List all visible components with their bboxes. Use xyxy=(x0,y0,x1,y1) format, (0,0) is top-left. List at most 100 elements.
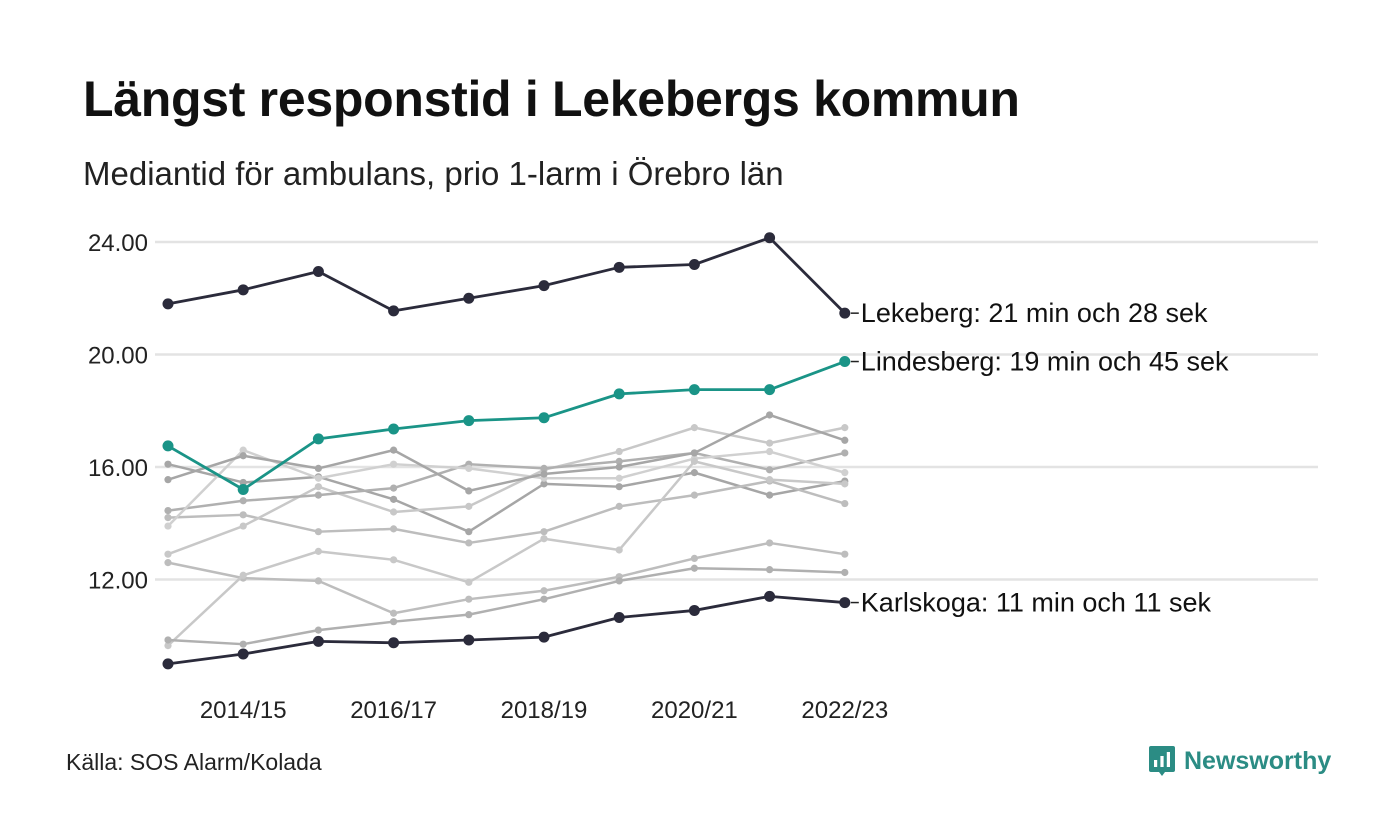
background-series-point xyxy=(390,508,398,516)
chart-title: Längst responstid i Lekebergs kommun xyxy=(83,71,1020,127)
background-series-point xyxy=(540,535,548,543)
series-lindesberg-point xyxy=(463,415,475,427)
series-lindesberg-point xyxy=(388,423,400,435)
series-karlskoga-point xyxy=(463,634,475,646)
background-series-point xyxy=(239,452,247,460)
background-series-point xyxy=(540,587,548,595)
background-series-point xyxy=(690,469,699,477)
background-series-point xyxy=(314,474,322,482)
x-tick-label: 2020/21 xyxy=(651,697,738,724)
x-tick-label: 2022/23 xyxy=(801,697,888,724)
series-karlskoga-point xyxy=(312,635,324,647)
background-series-point xyxy=(615,463,623,471)
background-series-point xyxy=(766,439,774,447)
series-lekeberg-point xyxy=(388,305,400,317)
series-lindesberg-line xyxy=(166,360,847,491)
background-series-point xyxy=(615,457,623,465)
background-series-point xyxy=(841,568,849,577)
x-tick-label: 2016/17 xyxy=(350,697,437,724)
background-series-point xyxy=(390,495,398,503)
background-series-point xyxy=(390,460,398,468)
background-series-point xyxy=(164,514,172,522)
y-tick-label: 20.00 xyxy=(88,343,148,370)
background-series-line xyxy=(166,451,847,512)
series-lekeberg-point xyxy=(764,232,776,244)
series-lekeberg-point xyxy=(162,298,174,310)
background-series-point xyxy=(615,474,623,482)
background-series-point xyxy=(766,539,774,547)
brand-name: Newsworthy xyxy=(1184,746,1332,775)
background-series-point xyxy=(615,447,623,456)
background-series-point xyxy=(841,480,849,488)
background-series-point xyxy=(314,464,322,473)
background-series-point xyxy=(164,506,172,515)
background-series-point xyxy=(465,528,473,536)
background-series-point xyxy=(540,595,548,603)
background-series-point xyxy=(690,564,699,572)
background-series-point xyxy=(314,547,322,555)
background-series-point xyxy=(766,466,774,474)
background-series-point xyxy=(766,566,774,574)
series-lindesberg-label: Lindesberg: 19 min och 45 sek xyxy=(861,347,1229,377)
series-lekeberg-point xyxy=(839,307,851,319)
background-series-point xyxy=(465,502,473,510)
series-lekeberg-point xyxy=(312,266,324,278)
series-lekeberg-point xyxy=(613,261,625,273)
series-karlskoga-point xyxy=(764,590,776,602)
series-karlskoga-point xyxy=(688,604,700,616)
series-lindesberg-point xyxy=(312,433,324,445)
background-series-point xyxy=(239,478,247,487)
newsworthy-logo-icon xyxy=(1149,746,1175,776)
background-series-point xyxy=(690,554,699,563)
background-series-point xyxy=(390,618,398,626)
background-series-point xyxy=(766,491,774,499)
background-series-point xyxy=(314,577,322,585)
background-series-point xyxy=(390,556,398,564)
series-karlskoga-point xyxy=(237,648,249,660)
background-series-point xyxy=(314,528,322,536)
source-note: Källa: SOS Alarm/Kolada xyxy=(66,749,322,775)
background-series-point xyxy=(314,483,322,491)
series-lindesberg-point xyxy=(613,388,625,400)
series-lindesberg-point xyxy=(764,384,776,396)
y-tick-label: 16.00 xyxy=(88,455,148,482)
background-series-point xyxy=(766,447,774,456)
background-series-point xyxy=(841,449,849,457)
background-series-point xyxy=(465,487,473,495)
background-series-point xyxy=(690,491,699,499)
background-series-point xyxy=(239,571,247,579)
background-series-point xyxy=(841,424,849,432)
series-lekeberg-point xyxy=(688,259,700,270)
background-series-line xyxy=(166,479,847,545)
x-tick-label: 2018/19 xyxy=(501,697,588,724)
background-series-point xyxy=(390,525,398,533)
background-series-point xyxy=(690,449,699,457)
series-lekeberg-label: Lekeberg: 21 min och 28 sek xyxy=(861,298,1208,328)
series-karlskoga-line xyxy=(166,594,847,666)
background-series-point xyxy=(465,539,473,547)
x-tick-label: 2014/15 xyxy=(200,697,287,724)
background-series-point xyxy=(239,522,247,530)
background-series-point xyxy=(390,609,398,617)
background-series-point xyxy=(164,522,172,530)
background-series-point xyxy=(540,464,548,473)
background-series-point xyxy=(615,483,623,491)
series-karlskoga-point xyxy=(162,658,174,670)
background-series-point xyxy=(465,611,473,619)
background-series-point xyxy=(690,424,699,432)
background-series-point xyxy=(465,595,473,603)
y-tick-label: 12.00 xyxy=(88,568,148,595)
series-lekeberg-point xyxy=(463,292,475,304)
background-series-point xyxy=(390,484,398,492)
background-series-point xyxy=(841,436,849,444)
series-lindesberg-point xyxy=(839,356,851,368)
background-series-line xyxy=(166,567,847,646)
background-series-point xyxy=(239,497,247,505)
background-series-line xyxy=(166,462,847,533)
background-series-point xyxy=(239,640,247,648)
background-series-line xyxy=(166,413,847,493)
series-karlskoga-point xyxy=(839,597,851,609)
background-series-point xyxy=(841,469,849,477)
background-series-point xyxy=(841,550,849,558)
background-series-point xyxy=(465,464,473,473)
